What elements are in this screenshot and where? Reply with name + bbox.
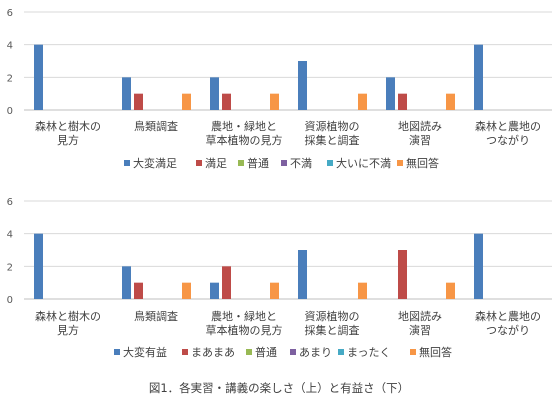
y-tick-label: 0 — [7, 106, 13, 117]
legend-swatch — [410, 349, 416, 355]
category-label: 森林と樹木の見方 — [35, 309, 101, 337]
legend-label: 無回答 — [406, 156, 439, 170]
legend-label: 無回答 — [419, 345, 452, 359]
category-label: 森林と樹木の見方 — [35, 119, 101, 147]
bar-2-cat-3 — [222, 266, 231, 299]
bar-6-cat-2 — [182, 93, 191, 110]
y-tick-label: 0 — [7, 295, 13, 306]
bar-2-cat-2 — [134, 93, 143, 110]
legend-label: まあまあ — [191, 346, 235, 359]
legend-label: 大変有益 — [123, 345, 167, 359]
legend-swatch — [124, 160, 130, 166]
bar-1-cat-2 — [122, 266, 131, 299]
bar-6-cat-5 — [446, 93, 455, 110]
bar-1-cat-4 — [298, 61, 307, 110]
y-tick-label: 2 — [7, 73, 13, 84]
legend-label: 大いに不満 — [336, 156, 391, 170]
bar-1-cat-4 — [298, 250, 307, 299]
legend-label: まったく — [347, 346, 391, 359]
y-tick-label: 6 — [7, 8, 13, 19]
category-label: 農地・緑地と草本植物の見方 — [206, 119, 283, 147]
legend-label: 不満 — [290, 157, 312, 170]
legend-swatch — [327, 160, 333, 166]
legend-label: あまり — [299, 346, 332, 359]
y-tick-label: 4 — [7, 230, 13, 241]
legend-swatch — [114, 349, 120, 355]
legend-label: 普通 — [255, 345, 277, 359]
bar-6-cat-3 — [270, 93, 279, 110]
bar-6-cat-2 — [182, 282, 191, 299]
legend-swatch — [397, 160, 403, 166]
y-tick-label: 4 — [7, 41, 13, 52]
legend-swatch — [196, 160, 202, 166]
bar-1-cat-6 — [474, 44, 483, 110]
category-label: 農地・緑地と草本植物の見方 — [206, 309, 283, 337]
bar-1-cat-3 — [210, 282, 219, 299]
legend-swatch — [182, 349, 188, 355]
category-label: 森林と農地のつながり — [475, 119, 541, 147]
bar-2-cat-5 — [398, 250, 407, 299]
category-label: 地図読み演習 — [398, 119, 442, 147]
y-tick-label: 6 — [7, 197, 13, 208]
bar-1-cat-6 — [474, 233, 483, 299]
legend-swatch — [281, 160, 287, 166]
legend-swatch — [290, 349, 296, 355]
bar-6-cat-5 — [446, 282, 455, 299]
category-label: 鳥類調査 — [134, 309, 178, 323]
category-label: 鳥類調査 — [134, 119, 178, 133]
legend-swatch — [338, 349, 344, 355]
bar-2-cat-2 — [134, 282, 143, 299]
bar-6-cat-4 — [358, 282, 367, 299]
category-label: 資源植物の採集と調査 — [305, 309, 360, 337]
category-label: 資源植物の採集と調査 — [305, 119, 360, 147]
legend-swatch — [246, 349, 252, 355]
legend-label: 大変満足 — [133, 156, 177, 170]
figure-caption: 図1．各実習・講義の楽しさ（上）と有益さ（下） — [149, 381, 409, 395]
legend-label: 普通 — [247, 156, 269, 170]
bar-1-cat-3 — [210, 77, 219, 110]
bar-1-cat-1 — [34, 44, 43, 110]
category-label: 地図読み演習 — [398, 309, 442, 337]
legend-label: 満足 — [205, 157, 227, 170]
y-tick-label: 2 — [7, 262, 13, 273]
bar-1-cat-5 — [386, 77, 395, 110]
bar-6-cat-3 — [270, 282, 279, 299]
bar-2-cat-5 — [398, 93, 407, 110]
legend-swatch — [238, 160, 244, 166]
bar-2-cat-3 — [222, 93, 231, 110]
bar-6-cat-4 — [358, 93, 367, 110]
category-label: 森林と農地のつながり — [475, 309, 541, 337]
bar-1-cat-1 — [34, 233, 43, 299]
bar-1-cat-2 — [122, 77, 131, 110]
